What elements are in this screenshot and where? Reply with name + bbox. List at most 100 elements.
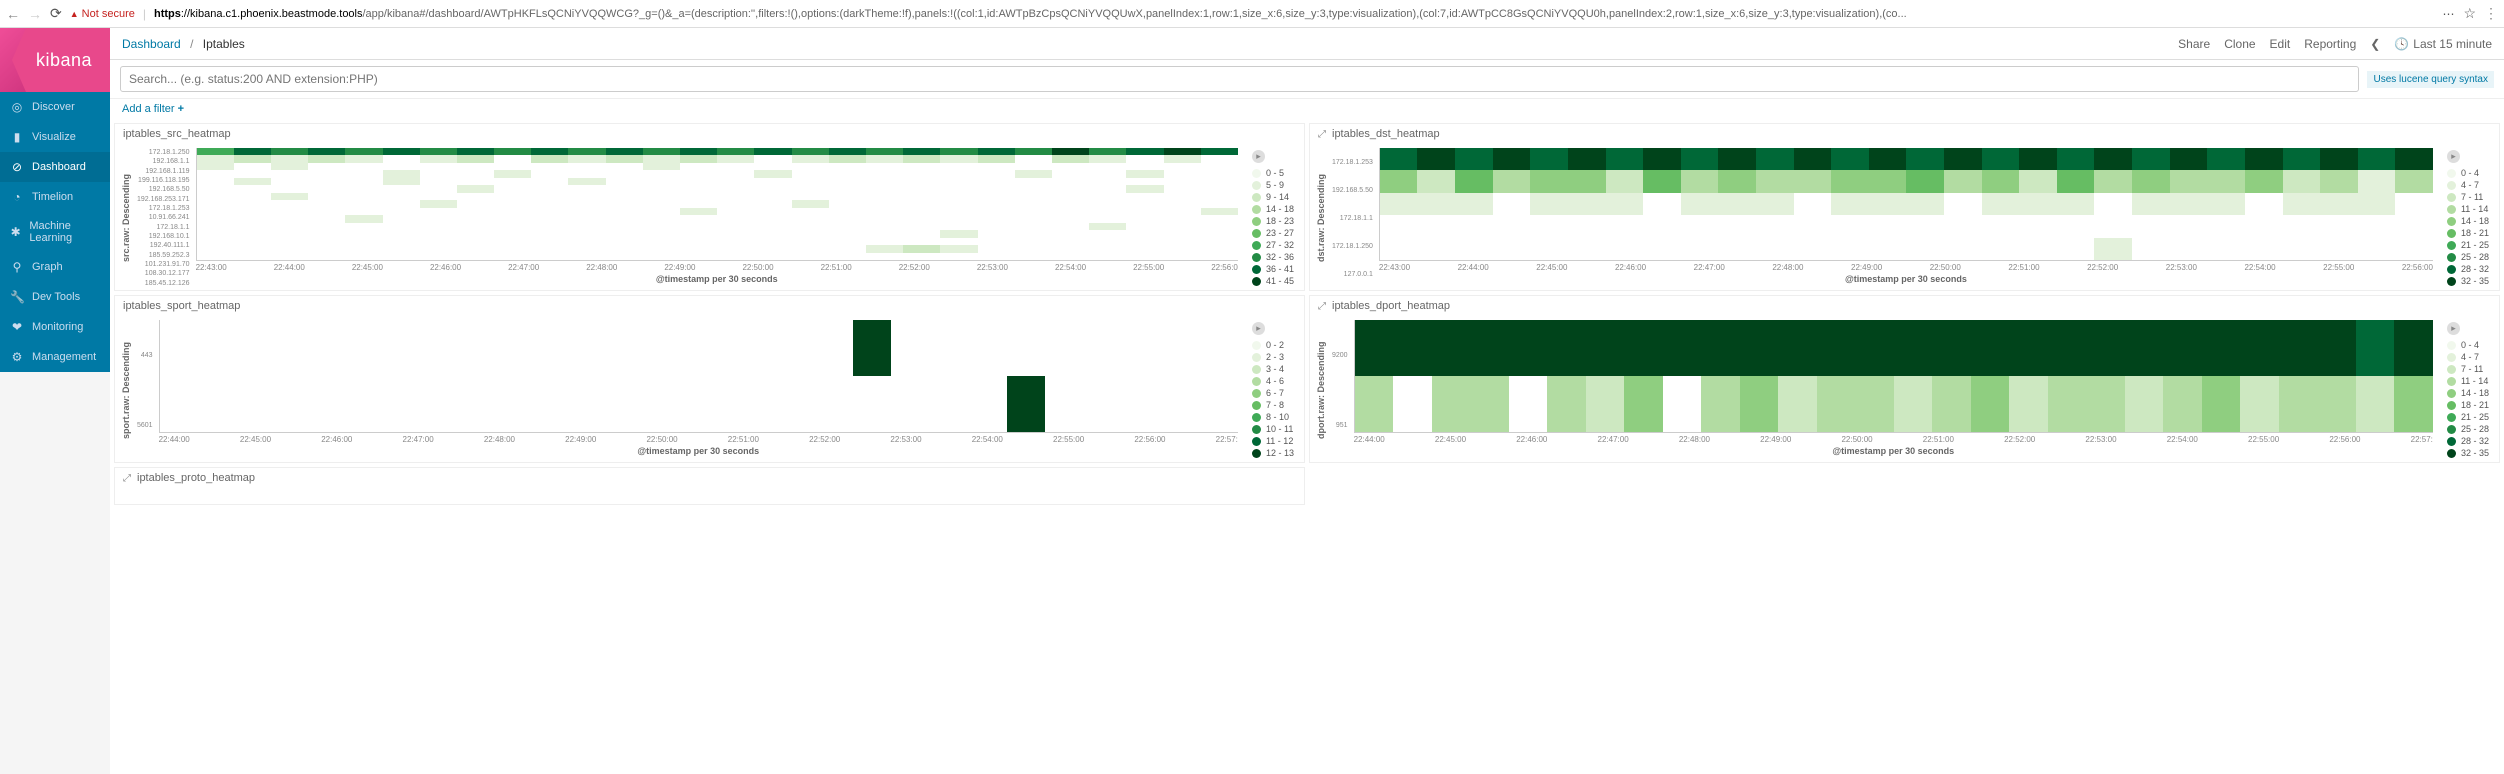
search-row: Uses lucene query syntax	[110, 60, 2504, 99]
legend-item[interactable]: 32 - 36	[1252, 252, 1294, 262]
legend-item[interactable]: 11 - 12	[1252, 436, 1294, 446]
sidebar-item-machine-learning[interactable]: ✱Machine Learning	[0, 212, 110, 252]
legend-item[interactable]: 14 - 18	[2447, 216, 2489, 226]
legend-toggle-icon[interactable]: ▸	[1252, 150, 1265, 163]
edit-button[interactable]: Edit	[2270, 37, 2291, 51]
sidebar-item-management[interactable]: ⚙Management	[0, 342, 110, 372]
sidebar-item-dev-tools[interactable]: 🔧Dev Tools	[0, 282, 110, 312]
legend-item[interactable]: 28 - 32	[2447, 264, 2489, 274]
sidebar-item-graph[interactable]: ⚲Graph	[0, 252, 110, 282]
sidebar-icon: ⚲	[10, 260, 24, 274]
legend-swatch	[1252, 205, 1261, 214]
legend-toggle-icon[interactable]: ▸	[1252, 322, 1265, 335]
legend-item[interactable]: 0 - 4	[2447, 340, 2489, 350]
sidebar-item-monitoring[interactable]: ❤Monitoring	[0, 312, 110, 342]
legend-swatch	[2447, 437, 2456, 446]
legend-item[interactable]: 6 - 7	[1252, 388, 1294, 398]
add-filter-button[interactable]: Add a filter +	[122, 103, 184, 115]
sidebar-item-timelion[interactable]: ◔Timelion	[0, 182, 110, 212]
omnibox-actions[interactable]: ⋯	[2442, 7, 2455, 21]
legend-item[interactable]: 21 - 25	[2447, 240, 2489, 250]
breadcrumb-current: Iptables	[203, 37, 245, 51]
legend-item[interactable]: 41 - 45	[1252, 276, 1294, 286]
legend-item[interactable]: 0 - 5	[1252, 168, 1294, 178]
legend-swatch	[1252, 217, 1261, 226]
legend: ▸ 0 - 2 2 - 3 3 - 4 4 - 6 6 - 7 7 - 8 8 - 10 10 …	[1244, 320, 1298, 460]
panel-proto: ⤢iptables_proto_heatmap	[114, 467, 1305, 505]
legend-toggle-icon[interactable]: ▸	[2447, 322, 2460, 335]
legend-item[interactable]: 12 - 13	[1252, 448, 1294, 458]
url-bar[interactable]: https://kibana.c1.phoenix.beastmode.tool…	[154, 8, 2434, 20]
time-picker[interactable]: 🕓 Last 15 minute	[2394, 37, 2492, 51]
reporting-button[interactable]: Reporting	[2304, 37, 2356, 51]
legend-item[interactable]: 4 - 7	[2447, 352, 2489, 362]
legend-swatch	[1252, 277, 1261, 286]
expand-icon[interactable]: ⤢	[123, 473, 131, 484]
sidebar-icon: ❤	[10, 320, 24, 334]
sidebar-icon: ✱	[10, 225, 21, 239]
time-prev-button[interactable]: ❮	[2370, 37, 2380, 51]
legend-item[interactable]: 9 - 14	[1252, 192, 1294, 202]
legend-item[interactable]: 2 - 3	[1252, 352, 1294, 362]
sidebar-icon: ▮	[10, 130, 24, 144]
legend-item[interactable]: 11 - 14	[2447, 376, 2489, 386]
expand-icon[interactable]: ⤢	[1318, 301, 1326, 312]
y-axis-label: sport.raw: Descending	[121, 320, 131, 460]
panel-title: iptables_dport_heatmap	[1332, 300, 1450, 312]
heatmap-grid[interactable]	[1379, 148, 2433, 261]
legend-item[interactable]: 3 - 4	[1252, 364, 1294, 374]
legend-item[interactable]: 7 - 11	[2447, 364, 2489, 374]
bookmark-button[interactable]: ☆	[2463, 5, 2476, 22]
sidebar-item-visualize[interactable]: ▮Visualize	[0, 122, 110, 152]
legend-item[interactable]: 7 - 8	[1252, 400, 1294, 410]
sidebar-item-dashboard[interactable]: ⊘Dashboard	[0, 152, 110, 182]
legend-swatch	[2447, 253, 2456, 262]
reload-button[interactable]: ⟳	[50, 5, 62, 22]
search-input[interactable]	[120, 66, 2359, 92]
forward-button[interactable]: →	[28, 6, 42, 22]
kibana-logo[interactable]: kibana	[0, 28, 110, 92]
y-ticks: 4435601	[137, 320, 153, 460]
legend-toggle-icon[interactable]: ▸	[2447, 150, 2460, 163]
lucene-hint[interactable]: Uses lucene query syntax	[2367, 71, 2494, 88]
breadcrumb-root[interactable]: Dashboard	[122, 37, 181, 51]
legend-item[interactable]: 36 - 41	[1252, 264, 1294, 274]
legend-item[interactable]: 18 - 21	[2447, 400, 2489, 410]
heatmap-grid[interactable]	[1354, 320, 2433, 433]
security-indicator[interactable]: Not secure	[70, 8, 135, 20]
y-axis-label: src.raw: Descending	[121, 148, 131, 288]
legend-item[interactable]: 7 - 11	[2447, 192, 2489, 202]
legend-item[interactable]: 32 - 35	[2447, 276, 2489, 286]
legend-item[interactable]: 32 - 35	[2447, 448, 2489, 458]
y-axis-label: dst.raw: Descending	[1316, 148, 1326, 288]
legend-item[interactable]: 21 - 25	[2447, 412, 2489, 422]
legend-item[interactable]: 5 - 9	[1252, 180, 1294, 190]
sidebar-item-discover[interactable]: ◎Discover	[0, 92, 110, 122]
legend-item[interactable]: 27 - 32	[1252, 240, 1294, 250]
legend-item[interactable]: 11 - 14	[2447, 204, 2489, 214]
legend-item[interactable]: 0 - 4	[2447, 168, 2489, 178]
legend-swatch	[2447, 425, 2456, 434]
panel-sport: iptables_sport_heatmapsport.raw: Descend…	[114, 295, 1305, 463]
expand-icon[interactable]: ⤢	[1318, 129, 1326, 140]
clone-button[interactable]: Clone	[2224, 37, 2255, 51]
legend-item[interactable]: 10 - 11	[1252, 424, 1294, 434]
heatmap-grid[interactable]	[196, 148, 1238, 261]
legend-item[interactable]: 14 - 18	[2447, 388, 2489, 398]
menu-button[interactable]: ⋮	[2484, 5, 2498, 22]
legend-item[interactable]: 18 - 23	[1252, 216, 1294, 226]
back-button[interactable]: ←	[6, 6, 20, 22]
legend-item[interactable]: 18 - 21	[2447, 228, 2489, 238]
legend-item[interactable]: 8 - 10	[1252, 412, 1294, 422]
legend-item[interactable]: 25 - 28	[2447, 424, 2489, 434]
share-button[interactable]: Share	[2178, 37, 2210, 51]
legend-item[interactable]: 25 - 28	[2447, 252, 2489, 262]
legend-item[interactable]: 4 - 7	[2447, 180, 2489, 190]
legend-item[interactable]: 28 - 32	[2447, 436, 2489, 446]
legend-item[interactable]: 0 - 2	[1252, 340, 1294, 350]
heatmap-grid[interactable]	[159, 320, 1238, 433]
legend-swatch	[2447, 353, 2456, 362]
legend-item[interactable]: 4 - 6	[1252, 376, 1294, 386]
legend-item[interactable]: 14 - 18	[1252, 204, 1294, 214]
legend-item[interactable]: 23 - 27	[1252, 228, 1294, 238]
